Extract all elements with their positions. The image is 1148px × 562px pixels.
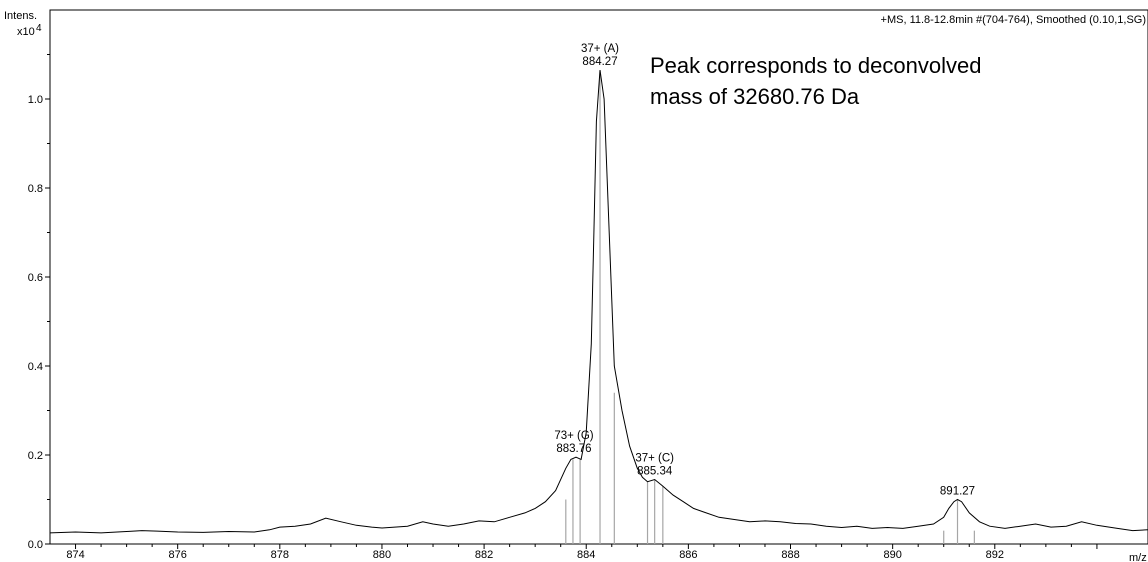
stick-marks — [565, 70, 975, 544]
y-tick-label: 1.0 — [28, 94, 43, 106]
x-axis-label: m/z — [1129, 552, 1147, 562]
x-tick-label: 888 — [781, 549, 799, 561]
x-tick-label: 880 — [373, 549, 391, 561]
x-tick-label: 884 — [577, 549, 595, 561]
x-tick-label: 874 — [66, 549, 84, 561]
annotation-line-2: mass of 32680.76 Da — [650, 84, 860, 109]
x-tick-label: 890 — [883, 549, 901, 561]
peak-mz-label: 883.76 — [556, 443, 591, 455]
x-tick-label: 886 — [679, 549, 697, 561]
y-tick-label: 0.0 — [28, 539, 43, 551]
peak-mz-label: 884.27 — [582, 56, 617, 68]
y-tick-label: 0.2 — [28, 450, 43, 462]
x-tick-label: 882 — [475, 549, 493, 561]
peak-mz-label: 885.34 — [637, 465, 673, 477]
y-axis-title-line2: x10 — [17, 26, 35, 38]
peak-labels: 37+ (A)884.27 73+ (G)883.76 37+ (C)885.34 8… — [554, 43, 975, 497]
peak-charge-label: 37+ (C) — [635, 452, 674, 464]
x-axis-ticks: 874 876 878 880 882 884 886 888 890 892 — [66, 544, 1098, 561]
y-axis-ticks: 0.0 0.2 0.4 0.6 0.8 1.0 — [28, 54, 50, 551]
y-axis-title-line1: Intens. — [4, 10, 37, 22]
header-text: +MS, 11.8-12.8min #(704-764), Smoothed (… — [881, 14, 1146, 26]
y-axis-exponent: 4 — [36, 23, 42, 34]
y-tick-label: 0.4 — [28, 361, 43, 373]
annotation-line-1: Peak corresponds to deconvolved — [650, 53, 981, 78]
x-tick-label: 892 — [986, 549, 1004, 561]
peak-charge-label: 37+ (A) — [581, 43, 619, 55]
peak-mz-label: 891.27 — [940, 486, 975, 498]
y-tick-label: 0.8 — [28, 183, 43, 195]
x-tick-label: 878 — [271, 549, 289, 561]
spectrum-trace — [49, 70, 1148, 534]
peak-charge-label: 73+ (G) — [554, 430, 593, 442]
x-tick-label: 876 — [168, 549, 186, 561]
y-tick-label: 0.6 — [28, 272, 43, 284]
